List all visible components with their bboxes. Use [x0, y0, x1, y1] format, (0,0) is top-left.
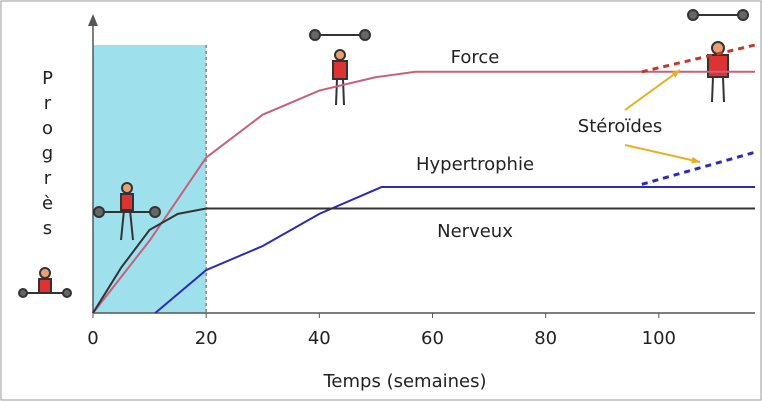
x-tick-label: 0 — [87, 328, 98, 349]
annotation-label: Stéroïdes — [578, 116, 662, 137]
series-label: Hypertrophie — [416, 154, 534, 175]
series-line — [92, 207, 755, 314]
series-line — [154, 186, 755, 314]
series-label: Force — [451, 47, 500, 68]
annotation-arrow — [624, 69, 681, 111]
annotation-arrowhead — [691, 156, 700, 164]
annotation-line — [641, 150, 756, 186]
figure-icons — [18, 9, 749, 298]
x-tick-label: 60 — [421, 328, 444, 349]
x-tick-label: 100 — [642, 328, 676, 349]
annotation-line — [641, 43, 756, 74]
x-tick-label: 40 — [308, 328, 331, 349]
y-axis-arrow — [88, 14, 98, 26]
annotation-arrow — [624, 144, 701, 163]
x-tick-label: 20 — [195, 328, 218, 349]
y-axis-label: Progrès — [37, 68, 58, 243]
series-label: Nerveux — [437, 221, 513, 242]
shaded-region — [93, 45, 207, 313]
series-line — [92, 70, 755, 314]
x-tick-label: 80 — [534, 328, 557, 349]
annotation-arrowhead — [671, 70, 680, 78]
x-axis-label: Temps (semaines) — [323, 371, 487, 392]
